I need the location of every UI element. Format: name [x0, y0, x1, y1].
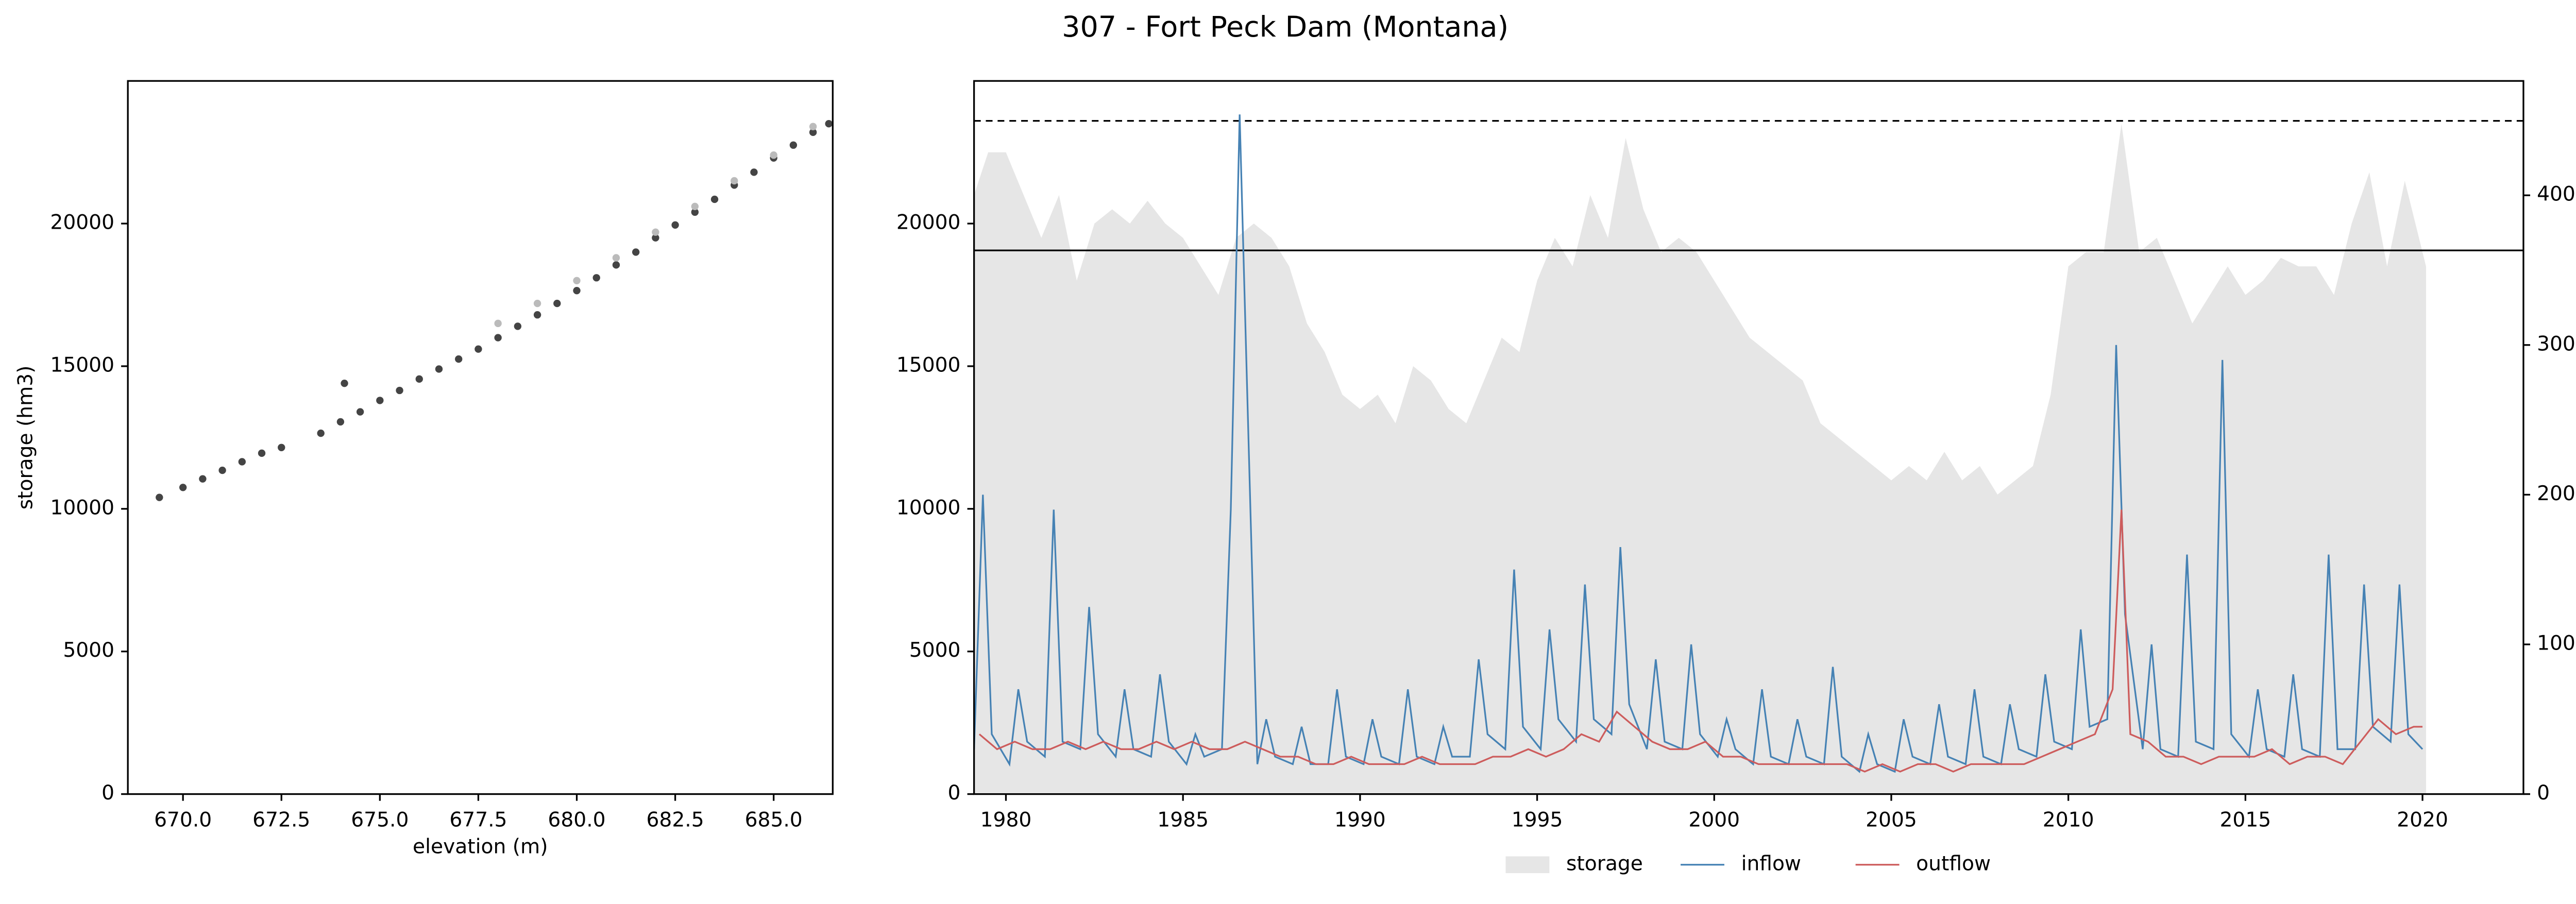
point	[731, 177, 738, 185]
y2-tick-label: 2000	[2537, 482, 2576, 505]
x-tick-label: 1990	[1334, 808, 1386, 831]
x-tick-label: 680.0	[548, 808, 605, 831]
point	[258, 449, 266, 457]
point	[396, 386, 403, 395]
x-tick-label: 672.5	[252, 808, 310, 831]
point	[533, 299, 541, 308]
y-tick-label: 20000	[896, 211, 961, 234]
point	[825, 120, 833, 128]
point	[238, 458, 246, 466]
point	[435, 365, 443, 373]
point	[573, 286, 581, 295]
point	[514, 322, 522, 330]
x-tick-label: 677.5	[449, 808, 507, 831]
x-tick-label: 2000	[1688, 808, 1740, 831]
point	[612, 261, 620, 269]
point	[356, 408, 364, 416]
point	[750, 168, 758, 176]
x-tick-label: 1985	[1157, 808, 1209, 831]
axes-frame	[127, 80, 834, 795]
y-tick-label: 0	[101, 781, 114, 805]
inflow-line	[973, 114, 2424, 773]
point	[278, 444, 285, 451]
point	[612, 254, 620, 262]
point	[691, 208, 699, 216]
point	[632, 248, 640, 256]
x-tick-label: 1995	[1512, 808, 1563, 831]
legend-label: inflow	[1741, 852, 1801, 875]
point	[710, 195, 719, 203]
y2-tick-label: 1000	[2537, 632, 2576, 655]
legend-label: storage	[1566, 852, 1643, 875]
y-tick-label: 10000	[896, 496, 961, 519]
x-tick-label: 2015	[2220, 808, 2272, 831]
storage-area	[974, 124, 2426, 794]
point	[376, 397, 384, 404]
x-axis-label: elevation (m)	[413, 835, 548, 859]
point	[494, 334, 502, 342]
legend-swatch	[1505, 856, 1550, 874]
point	[652, 228, 659, 236]
x-tick-label: 670.0	[154, 808, 212, 831]
x-tick-label: 2010	[2043, 808, 2094, 831]
figure-title: 307 - Fort Peck Dam (Montana)	[1062, 10, 1509, 44]
point	[671, 221, 679, 229]
y-tick-label: 5000	[63, 639, 114, 662]
point	[789, 141, 798, 149]
x-tick-label: 2005	[1866, 808, 1917, 831]
point	[573, 277, 581, 284]
y-tick-label: 15000	[896, 353, 961, 377]
point	[809, 128, 817, 136]
x-tick-label: 675.0	[351, 808, 409, 831]
y-tick-label: 0	[948, 781, 961, 805]
point	[533, 311, 541, 319]
legend-label: outflow	[1916, 852, 1991, 875]
point	[415, 375, 423, 383]
y-tick-label: 20000	[50, 211, 114, 234]
outflow-line	[978, 509, 2423, 773]
y-tick-label: 15000	[50, 353, 114, 377]
point	[199, 475, 207, 483]
point	[474, 345, 482, 353]
x-tick-label: 682.5	[647, 808, 704, 831]
point	[317, 429, 325, 437]
point	[691, 202, 699, 210]
y2-tick-label: 0	[2537, 781, 2550, 805]
point	[341, 379, 348, 387]
x-tick-label: 2020	[2397, 808, 2448, 831]
y-axis-label: storage (hm3)	[14, 366, 38, 510]
point	[809, 123, 817, 130]
point	[156, 493, 163, 501]
point	[179, 484, 187, 491]
y2-tick-label: 3000	[2537, 332, 2576, 355]
point	[770, 151, 777, 159]
point	[494, 319, 502, 328]
y-tick-label: 5000	[909, 639, 961, 662]
point	[592, 274, 600, 282]
axes-frame	[973, 80, 2524, 795]
point	[336, 418, 345, 426]
x-tick-label: 1980	[980, 808, 1032, 831]
y2-tick-label: 4000	[2537, 183, 2576, 206]
point	[455, 355, 463, 363]
point	[553, 299, 561, 308]
x-tick-label: 685.0	[745, 808, 803, 831]
y-tick-label: 10000	[50, 496, 114, 519]
point	[652, 234, 659, 242]
point	[218, 466, 226, 474]
